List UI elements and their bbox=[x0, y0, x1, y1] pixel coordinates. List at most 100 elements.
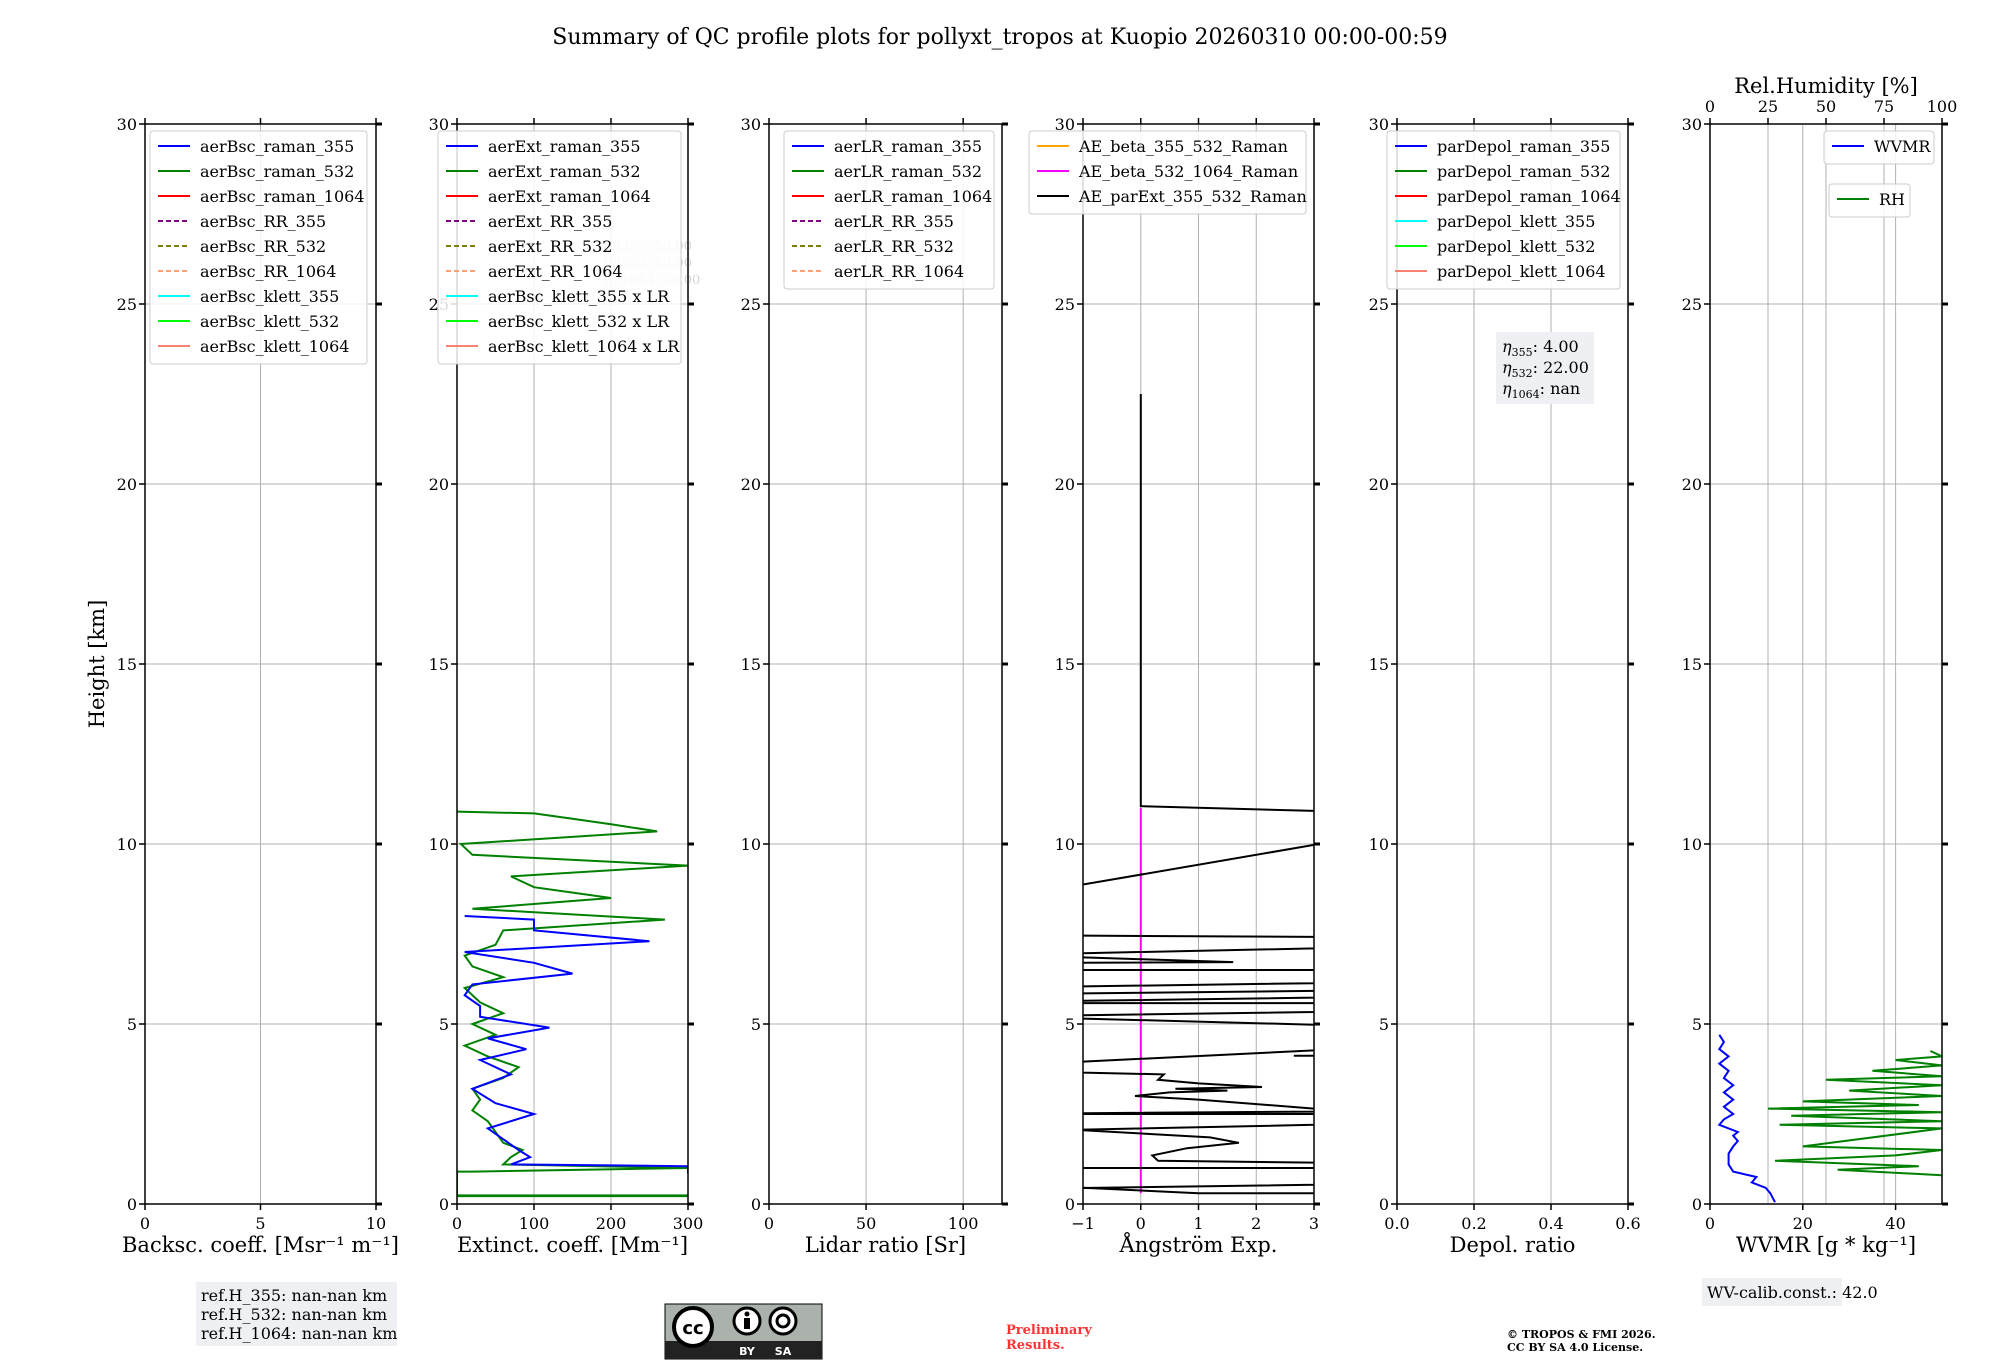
legend: aerLR_raman_355 aerLR_raman_532 aerLR_rama… bbox=[783, 130, 995, 290]
legend-label: aerExt_raman_1064 bbox=[488, 187, 651, 206]
legend-box bbox=[1386, 130, 1621, 290]
y-tick-label: 20 bbox=[1369, 475, 1389, 494]
series-group bbox=[457, 810, 688, 1198]
legend: aerBsc_raman_355 aerBsc_raman_532 aerBsc_r… bbox=[149, 130, 368, 365]
legend-label: parDepol_raman_532 bbox=[1437, 162, 1610, 181]
legend-rh: RH bbox=[1828, 183, 1911, 218]
y-tick-label: 15 bbox=[1055, 655, 1075, 674]
y-tick-label: 10 bbox=[1682, 835, 1702, 854]
y-tick-label: 10 bbox=[117, 835, 137, 854]
y-tick-label: 10 bbox=[741, 835, 761, 854]
x-tick-label: 0 bbox=[140, 1214, 150, 1233]
y-tick-label: 0 bbox=[1379, 1195, 1389, 1214]
x-tick-label: 300 bbox=[673, 1214, 704, 1233]
legend-label: parDepol_raman_1064 bbox=[1437, 187, 1621, 206]
legend-label: WVMR bbox=[1874, 137, 1931, 156]
top-x-axis-label: Rel.Humidity [%] bbox=[1734, 74, 1918, 98]
y-tick-label: 5 bbox=[439, 1015, 449, 1034]
x-tick-label: 100 bbox=[519, 1214, 550, 1233]
x-tick-label: 0.2 bbox=[1461, 1214, 1486, 1233]
legend-label: parDepol_klett_532 bbox=[1437, 237, 1595, 256]
eta-value: η532: 22.00 bbox=[1502, 358, 1589, 380]
x-axis-label: WVMR [g * kg⁻¹] bbox=[1736, 1233, 1916, 1257]
y-tick-label: 20 bbox=[1055, 475, 1075, 494]
x-tick-label: 5 bbox=[255, 1214, 265, 1233]
legend-label: aerLR_raman_1064 bbox=[834, 187, 992, 206]
by-label: BY bbox=[739, 1345, 756, 1358]
legend-box bbox=[437, 130, 682, 365]
legend-label: aerBsc_RR_1064 bbox=[200, 262, 336, 281]
legend-label: aerBsc_klett_532 x LR bbox=[488, 312, 670, 331]
x-tick-label: 100 bbox=[948, 1214, 979, 1233]
eta-value: η355: 4.00 bbox=[1502, 337, 1579, 359]
y-tick-label: 5 bbox=[1692, 1015, 1702, 1034]
wv-calib-box: WV-calib.const.: 42.0 bbox=[1702, 1278, 1878, 1306]
eta-box-bg bbox=[1496, 332, 1594, 404]
preliminary-line1: Preliminary bbox=[1006, 1323, 1092, 1338]
legend-label: aerBsc_raman_532 bbox=[200, 162, 354, 181]
x-tick-label: 2 bbox=[1251, 1214, 1261, 1233]
y-tick-label: 25 bbox=[741, 295, 761, 314]
y-tick-label: 25 bbox=[1682, 295, 1702, 314]
preliminary-line2: Results. bbox=[1006, 1338, 1065, 1353]
y-tick-label: 30 bbox=[117, 115, 137, 134]
legend: AE_beta_355_532_Raman AE_beta_532_1064_Ra… bbox=[1028, 130, 1307, 215]
y-tick-label: 25 bbox=[1055, 295, 1075, 314]
top-x-tick-label: 50 bbox=[1816, 97, 1836, 116]
x-tick-label: 1 bbox=[1193, 1214, 1203, 1233]
y-tick-label: 0 bbox=[751, 1195, 761, 1214]
top-x-tick-label: 0 bbox=[1705, 97, 1715, 116]
legend-label: aerLR_RR_1064 bbox=[834, 262, 964, 281]
series-WVMR bbox=[1717, 1034, 1776, 1203]
ref-height-box: ref.H_355: nan-nan km ref.H_532: nan-nan… bbox=[196, 1282, 397, 1346]
legend-box bbox=[149, 130, 368, 365]
x-axis-label: Lidar ratio [Sr] bbox=[805, 1233, 966, 1257]
legend-label: aerExt_raman_355 bbox=[488, 137, 641, 156]
legend-label: aerLR_raman_355 bbox=[834, 137, 982, 156]
ref-height-1064: ref.H_1064: nan-nan km bbox=[201, 1324, 397, 1343]
legend-label: AE_beta_355_532_Raman bbox=[1078, 137, 1288, 156]
copyright-line1: © TROPOS & FMI 2026. bbox=[1507, 1328, 1656, 1341]
legend-wvmr: WVMR bbox=[1823, 130, 1935, 165]
x-tick-label: 0 bbox=[1136, 1214, 1146, 1233]
legend-label: aerBsc_RR_532 bbox=[200, 237, 326, 256]
y-tick-label: 15 bbox=[1682, 655, 1702, 674]
series-RH bbox=[1767, 1050, 1942, 1177]
y-tick-label: 0 bbox=[1692, 1195, 1702, 1214]
legend-label: aerExt_raman_532 bbox=[488, 162, 641, 181]
series-AE_parExt_355_532_Raman bbox=[1083, 394, 1314, 1195]
ref-height-532: ref.H_532: nan-nan km bbox=[201, 1305, 387, 1324]
series-aerExt_raman_532 bbox=[457, 810, 688, 1198]
sa-icon bbox=[768, 1306, 798, 1336]
legend-label: aerBsc_raman_355 bbox=[200, 137, 354, 156]
legend-label: aerBsc_klett_355 bbox=[200, 287, 339, 306]
legend-label: parDepol_klett_355 bbox=[1437, 212, 1595, 231]
y-tick-label: 20 bbox=[117, 475, 137, 494]
series-group bbox=[1083, 394, 1314, 1195]
x-axis-label: Ångström Exp. bbox=[1119, 1232, 1278, 1257]
x-tick-label: 0 bbox=[1705, 1214, 1715, 1233]
legend-label: aerBsc_klett_355 x LR bbox=[488, 287, 670, 306]
legend-label: aerBsc_klett_1064 x LR bbox=[488, 337, 680, 356]
y-tick-label: 30 bbox=[1682, 115, 1702, 134]
x-axis-label: Depol. ratio bbox=[1450, 1233, 1576, 1257]
x-tick-label: 20 bbox=[1793, 1214, 1813, 1233]
y-tick-label: 5 bbox=[751, 1015, 761, 1034]
sa-label: SA bbox=[775, 1345, 792, 1358]
y-tick-label: 0 bbox=[127, 1195, 137, 1214]
y-tick-label: 30 bbox=[1369, 115, 1389, 134]
y-tick-label: 20 bbox=[1682, 475, 1702, 494]
y-axis-label: Height [km] bbox=[85, 600, 109, 729]
wv-calib-text: WV-calib.const.: 42.0 bbox=[1707, 1283, 1878, 1302]
y-tick-label: 0 bbox=[439, 1195, 449, 1214]
y-tick-label: 25 bbox=[1369, 295, 1389, 314]
y-tick-label: 15 bbox=[429, 655, 449, 674]
eta-value: η1064: nan bbox=[1502, 379, 1580, 401]
legend-label: aerLR_RR_355 bbox=[834, 212, 954, 231]
y-tick-label: 0 bbox=[1065, 1195, 1075, 1214]
legend-box bbox=[783, 130, 995, 290]
